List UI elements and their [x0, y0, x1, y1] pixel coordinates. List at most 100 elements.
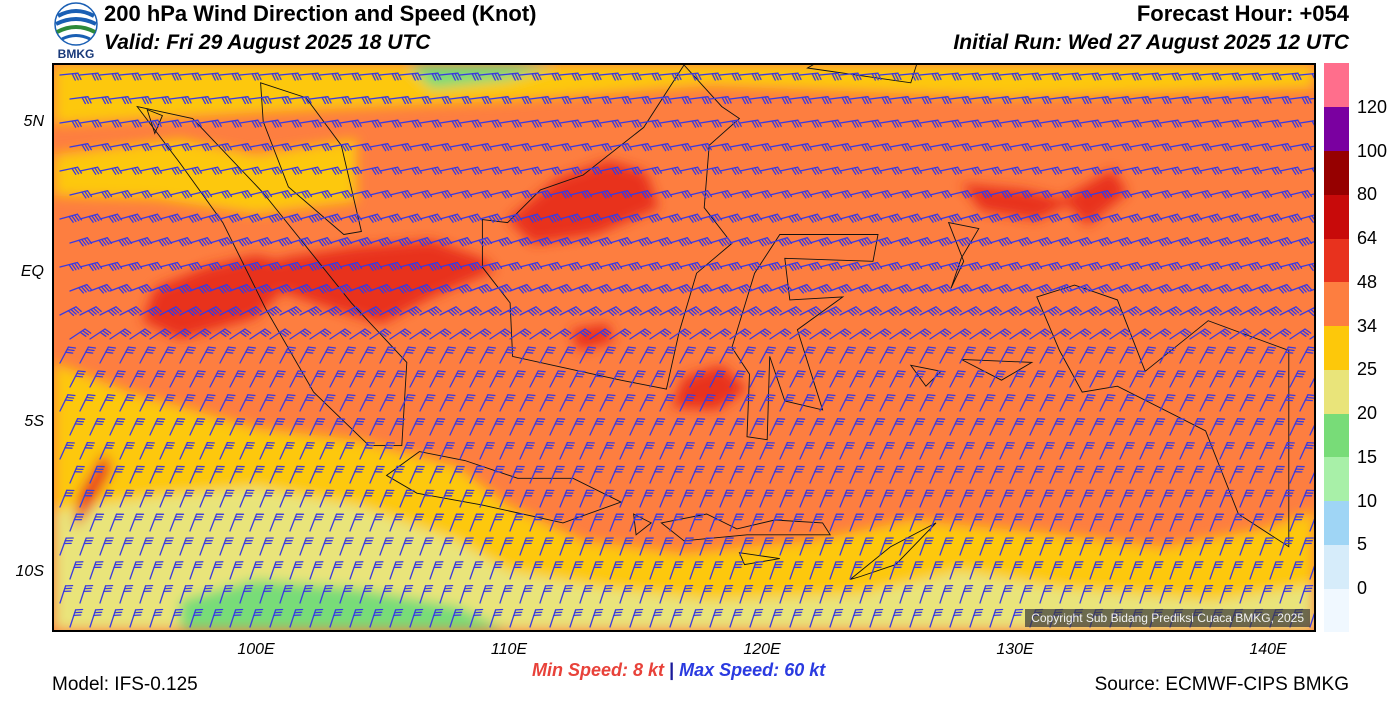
- wind-barb: [359, 166, 383, 175]
- wind-barb: [89, 96, 112, 105]
- wind-barb: [89, 190, 113, 199]
- wind-barb: [1109, 96, 1132, 105]
- sulawesi-coastline: [731, 234, 879, 441]
- wind-barb: [89, 237, 113, 247]
- wind-barb: [119, 72, 142, 81]
- wind-barb: [859, 261, 883, 272]
- wind-barb: [789, 190, 813, 199]
- wind-barb: [1009, 190, 1033, 199]
- wind-barb: [529, 328, 552, 340]
- wind-barb: [129, 328, 152, 340]
- logo-text: BMKG: [58, 47, 95, 60]
- wind-barb: [369, 237, 393, 247]
- wind-barb: [869, 283, 893, 294]
- wind-barb: [809, 190, 833, 199]
- wind-barb: [429, 190, 453, 199]
- wind-barb: [199, 261, 223, 272]
- wind-barb: [959, 72, 982, 81]
- wind-barb: [719, 166, 743, 175]
- new-guinea-coastline: [1036, 284, 1290, 548]
- wind-barb: [889, 96, 912, 105]
- wind-barb: [119, 213, 143, 223]
- wind-barb: [1119, 119, 1142, 128]
- wind-barb: [759, 346, 777, 364]
- wind-barb: [1189, 283, 1213, 294]
- wind-barb: [819, 261, 843, 272]
- wind-barb: [859, 72, 882, 81]
- wind-barb: [209, 283, 233, 294]
- wind-barb: [779, 346, 797, 364]
- wind-barb: [929, 283, 953, 294]
- wind-barb: [169, 237, 193, 247]
- wind-barb: [1029, 283, 1053, 294]
- wind-barb: [1089, 283, 1113, 294]
- wind-barb: [369, 190, 393, 199]
- wind-map: Copyright Sub Bidang Prediksi Cuaca BMKG…: [52, 63, 1316, 632]
- wind-barb: [699, 119, 722, 128]
- wind-barb: [1029, 190, 1053, 199]
- wind-barb: [1149, 190, 1173, 199]
- wind-barb: [69, 96, 92, 105]
- wind-barb: [1009, 283, 1033, 294]
- lon-label-130e: 130E: [996, 641, 1034, 658]
- wind-barb: [1259, 306, 1282, 317]
- wind-barb: [459, 166, 483, 175]
- wind-barb: [1229, 190, 1253, 199]
- wind-barb: [1019, 306, 1042, 317]
- wind-barb: [159, 346, 177, 364]
- wind-barb: [479, 306, 502, 317]
- wind-barb: [859, 166, 883, 175]
- wind-barb: [869, 237, 893, 247]
- wind-barb: [949, 96, 972, 105]
- wind-barb: [1009, 237, 1033, 247]
- wind-barb: [1199, 166, 1223, 175]
- wind-barb: [409, 328, 432, 340]
- wind-barb: [999, 166, 1023, 175]
- wind-barb: [1199, 72, 1222, 81]
- wind-barb: [1039, 166, 1063, 175]
- wind-barb: [379, 306, 402, 317]
- wind-barb: [1039, 72, 1062, 81]
- wind-barb: [519, 346, 537, 364]
- wind-barb: [249, 237, 273, 247]
- wind-barb: [719, 306, 742, 317]
- wind-barb: [1169, 96, 1192, 105]
- wind-barb: [269, 96, 292, 105]
- wind-barb: [659, 166, 683, 175]
- wind-barb: [1179, 213, 1203, 223]
- wind-barb: [299, 119, 322, 128]
- colorbar-segment: [1324, 281, 1349, 327]
- wind-barb: [99, 346, 117, 364]
- wind-barb: [459, 346, 477, 364]
- wind-barb: [199, 346, 217, 364]
- wind-barb: [59, 166, 83, 175]
- wind-barb: [1159, 306, 1182, 317]
- wind-barb: [899, 261, 923, 272]
- wind-barb: [779, 166, 803, 175]
- wind-barb: [959, 306, 982, 317]
- wind-barb: [259, 346, 277, 364]
- wind-barb: [219, 166, 243, 175]
- wind-barb: [699, 346, 717, 364]
- speed-core-red: [142, 255, 306, 339]
- wind-barb: [609, 190, 633, 199]
- wind-barb: [389, 96, 412, 105]
- wind-barb: [129, 237, 153, 247]
- wind-barb: [459, 213, 483, 223]
- wind-barb: [1179, 306, 1202, 317]
- wind-barb: [439, 213, 463, 223]
- wind-barb: [879, 166, 903, 175]
- wind-barb: [499, 72, 522, 81]
- wind-barb: [419, 306, 442, 317]
- wind-barb: [1249, 96, 1272, 105]
- wind-barb: [1209, 96, 1232, 105]
- wind-barb: [1069, 190, 1093, 199]
- wind-barb: [469, 328, 492, 340]
- wind-barb: [699, 72, 722, 81]
- wind-barb: [699, 166, 723, 175]
- wind-barb: [499, 306, 522, 317]
- wind-barb: [1129, 190, 1153, 199]
- wind-barb: [839, 166, 863, 175]
- colorbar-segment: [1324, 325, 1349, 370]
- wind-barb: [719, 72, 742, 81]
